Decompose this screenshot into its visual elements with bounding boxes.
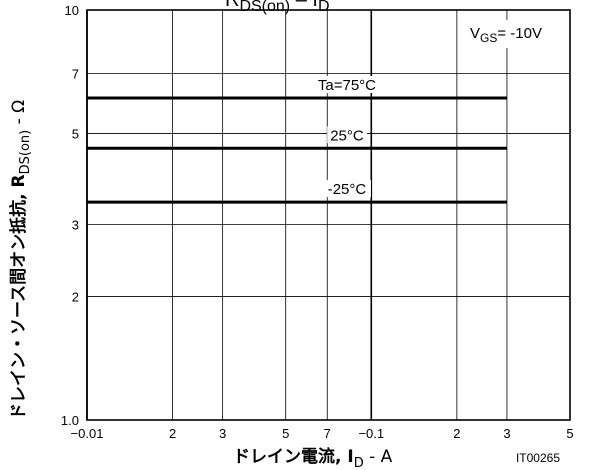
series-label-bg (314, 76, 380, 94)
condition-bg (462, 20, 566, 48)
grid (86, 9, 571, 421)
y-tick-label: 1.0 (61, 413, 79, 428)
series-label: -25°C (328, 181, 367, 198)
series-label: 25°C (330, 127, 364, 144)
svg-text:RDS(on) – ID: RDS(on) – ID (225, 0, 330, 15)
x-axis-title: ドレイン電流, ID - A (233, 446, 393, 470)
x-tick-label: 7 (324, 426, 331, 441)
series-label-bg (327, 126, 367, 144)
y-tick-label: 5 (72, 126, 79, 141)
plot-frame (86, 9, 571, 421)
x-tick-label: −0.1 (358, 426, 384, 441)
x-tick-label: 2 (169, 426, 176, 441)
chart-title: RDS(on) – ID (225, 0, 330, 15)
x-tick-label: 3 (503, 426, 510, 441)
y-tick-label: 2 (72, 290, 79, 305)
x-tick-label: 5 (282, 426, 289, 441)
x-tick-label: 3 (219, 426, 226, 441)
y-tick-label: 3 (72, 217, 79, 232)
tick-labels: −0.01 2 3 5 7 −0.1 2 3 5 1.0 2 3 5 7 10 (61, 3, 574, 441)
y-tick-label: 10 (65, 3, 79, 18)
series-label-bg (322, 180, 371, 198)
series-label: Ta=75°C (318, 77, 376, 94)
x-tick-label: −0.01 (71, 426, 104, 441)
y-tick-label: 7 (72, 67, 79, 82)
series-lines: Ta=75°C 25°C -25°C (87, 76, 507, 204)
footnote-code: IT00265 (516, 451, 560, 465)
x-tick-label: 5 (566, 426, 573, 441)
condition-label: VGS= -10V (470, 25, 542, 45)
x-tick-label: 2 (453, 426, 460, 441)
y-axis-title: ドレイン・ソース間オン抵抗, RDS(on) - Ω (8, 100, 33, 420)
